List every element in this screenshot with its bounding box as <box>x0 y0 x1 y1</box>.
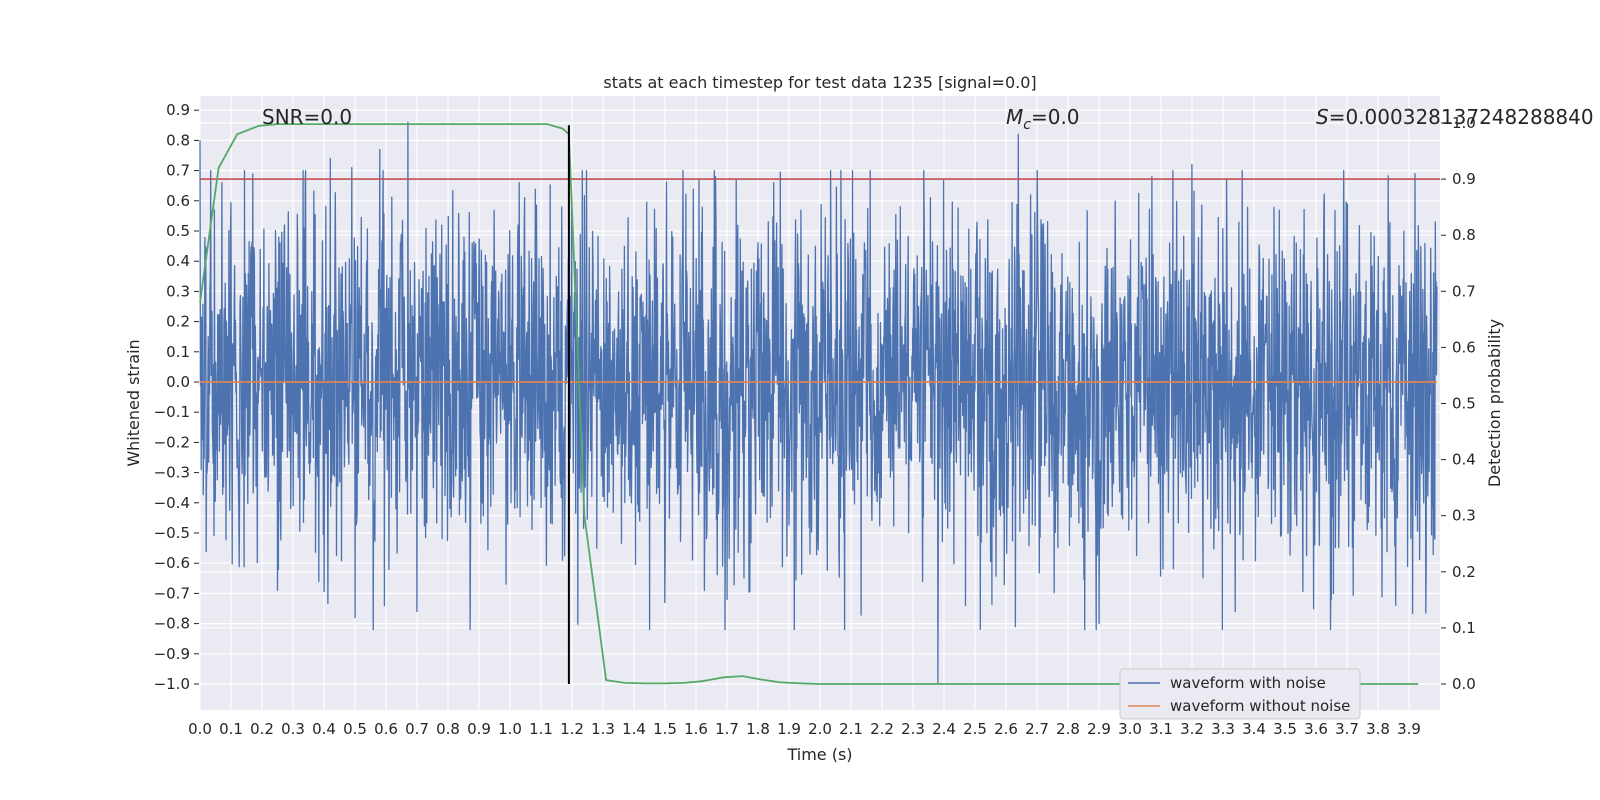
chart-title: stats at each timestep for test data 123… <box>603 73 1036 92</box>
y-tick-label: −0.1 <box>154 403 190 421</box>
y-tick-label: −0.2 <box>154 433 190 451</box>
y-tick-label: 0.2 <box>166 313 190 331</box>
x-tick-label: 3.5 <box>1273 720 1297 738</box>
y-ticks-left: −1.0 −0.9 −0.8 −0.7 −0.6 −0.5 −0.4 −0.3 −0.2 −0.1… <box>154 101 199 693</box>
x-tick-label: 3.4 <box>1242 720 1266 738</box>
x-tick-label: 2.4 <box>932 720 956 738</box>
x-tick-label: 0.4 <box>312 720 336 738</box>
y-tick-label: −1.0 <box>154 675 190 693</box>
x-tick-label: 3.2 <box>1180 720 1204 738</box>
x-tick-label: 1.0 <box>498 720 522 738</box>
y-tick-label-right: 0.9 <box>1452 170 1476 188</box>
y-tick-label-right: 0.6 <box>1452 338 1476 356</box>
x-tick-label: 3.1 <box>1149 720 1173 738</box>
x-ticks: 0.0 0.1 0.2 0.3 0.4 0.5 0.6 0.7 0.8 0.9 1.0 1.1 1.2 1… <box>188 720 1421 738</box>
y-tick-label-right: 0.5 <box>1452 395 1476 413</box>
grid <box>199 96 1440 710</box>
x-tick-label: 0.8 <box>436 720 460 738</box>
x-tick-label: 2.3 <box>901 720 925 738</box>
y-tick-label: 0.0 <box>166 373 190 391</box>
legend-box <box>1119 668 1361 720</box>
y-tick-label-right: 0.7 <box>1452 282 1476 300</box>
y-tick-label: −0.5 <box>154 524 190 542</box>
x-tick-label: 1.7 <box>715 720 739 738</box>
x-tick-label: 0.9 <box>467 720 491 738</box>
x-tick-label: 0.3 <box>281 720 305 738</box>
y-tick-label-right: 0.2 <box>1452 563 1476 581</box>
x-tick-label: 0.5 <box>343 720 367 738</box>
y-tick-label-right: 0.0 <box>1452 675 1476 693</box>
y-tick-label-right: 0.1 <box>1452 619 1476 637</box>
x-tick-label: 2.2 <box>870 720 894 738</box>
x-tick-label: 1.2 <box>560 720 584 738</box>
x-tick-label: 0.6 <box>374 720 398 738</box>
y-axis-label-right: Detection probability <box>1485 319 1504 487</box>
y-tick-label: 0.8 <box>166 131 190 149</box>
y-tick-label-right: 0.8 <box>1452 226 1476 244</box>
x-tick-label: 2.6 <box>994 720 1018 738</box>
x-tick-label: 3.0 <box>1118 720 1142 738</box>
y-ticks-right: 0.0 0.1 0.2 0.3 0.4 0.5 0.6 0.7 0.8 0.9 1.0 <box>1441 114 1476 693</box>
x-tick-label: 2.5 <box>963 720 987 738</box>
series-detection-probability <box>199 123 1419 685</box>
legend: waveform with noise waveform without noi… <box>1119 668 1361 720</box>
y-tick-label: 0.9 <box>166 101 190 119</box>
y-tick-label-right: 0.3 <box>1452 507 1476 525</box>
annotation-mc: Mc=0.0 <box>1006 105 1080 133</box>
x-tick-label: 2.8 <box>1056 720 1080 738</box>
x-tick-label: 2.7 <box>1025 720 1049 738</box>
x-tick-label: 1.5 <box>653 720 677 738</box>
x-tick-label: 0.0 <box>188 720 212 738</box>
x-tick-label: 1.4 <box>622 720 646 738</box>
x-tick-label: 2.1 <box>839 720 863 738</box>
x-tick-label: 3.8 <box>1366 720 1390 738</box>
series-waveform-with-noise <box>199 121 1438 685</box>
x-tick-label: 0.1 <box>219 720 243 738</box>
noise-waveform <box>199 121 1438 685</box>
y-tick-label-right: 1.0 <box>1452 114 1476 132</box>
x-tick-label: 0.2 <box>250 720 274 738</box>
x-tick-label: 1.8 <box>746 720 770 738</box>
x-tick-label: 1.1 <box>529 720 553 738</box>
x-tick-label: 3.7 <box>1335 720 1359 738</box>
x-tick-label: 3.9 <box>1397 720 1421 738</box>
y-tick-label: −0.4 <box>154 494 190 512</box>
annotation-s: S=0.000328137248288840 <box>1316 105 1594 129</box>
y-tick-label: 0.1 <box>166 343 190 361</box>
y-tick-label: −0.7 <box>154 584 190 602</box>
x-tick-label: 3.3 <box>1211 720 1235 738</box>
x-tick-label: 1.6 <box>684 720 708 738</box>
y-tick-label-right: 0.4 <box>1452 451 1476 469</box>
x-tick-label: 2.9 <box>1087 720 1111 738</box>
y-tick-label: −0.8 <box>154 615 190 633</box>
annotation-snr: SNR=0.0 <box>262 105 352 129</box>
y-tick-label: 0.7 <box>166 162 190 180</box>
y-axis-label: Whitened strain <box>124 339 143 466</box>
y-tick-label: −0.3 <box>154 464 190 482</box>
x-tick-label: 0.7 <box>405 720 429 738</box>
x-tick-label: 1.9 <box>777 720 801 738</box>
x-tick-label: 1.3 <box>591 720 615 738</box>
series-lines <box>199 123 1440 685</box>
x-axis-label: Time (s) <box>786 745 852 764</box>
legend-label-clean: waveform without noise <box>1170 697 1350 715</box>
y-tick-label: 0.4 <box>166 252 190 270</box>
y-tick-label: 0.3 <box>166 282 190 300</box>
x-tick-label: 2.0 <box>808 720 832 738</box>
y-tick-label: 0.6 <box>166 192 190 210</box>
y-tick-label: −0.6 <box>154 554 190 572</box>
y-tick-label: −0.9 <box>154 645 190 663</box>
legend-label-noise: waveform with noise <box>1170 674 1326 692</box>
x-tick-label: 3.6 <box>1304 720 1328 738</box>
y-tick-label: 0.5 <box>166 222 190 240</box>
